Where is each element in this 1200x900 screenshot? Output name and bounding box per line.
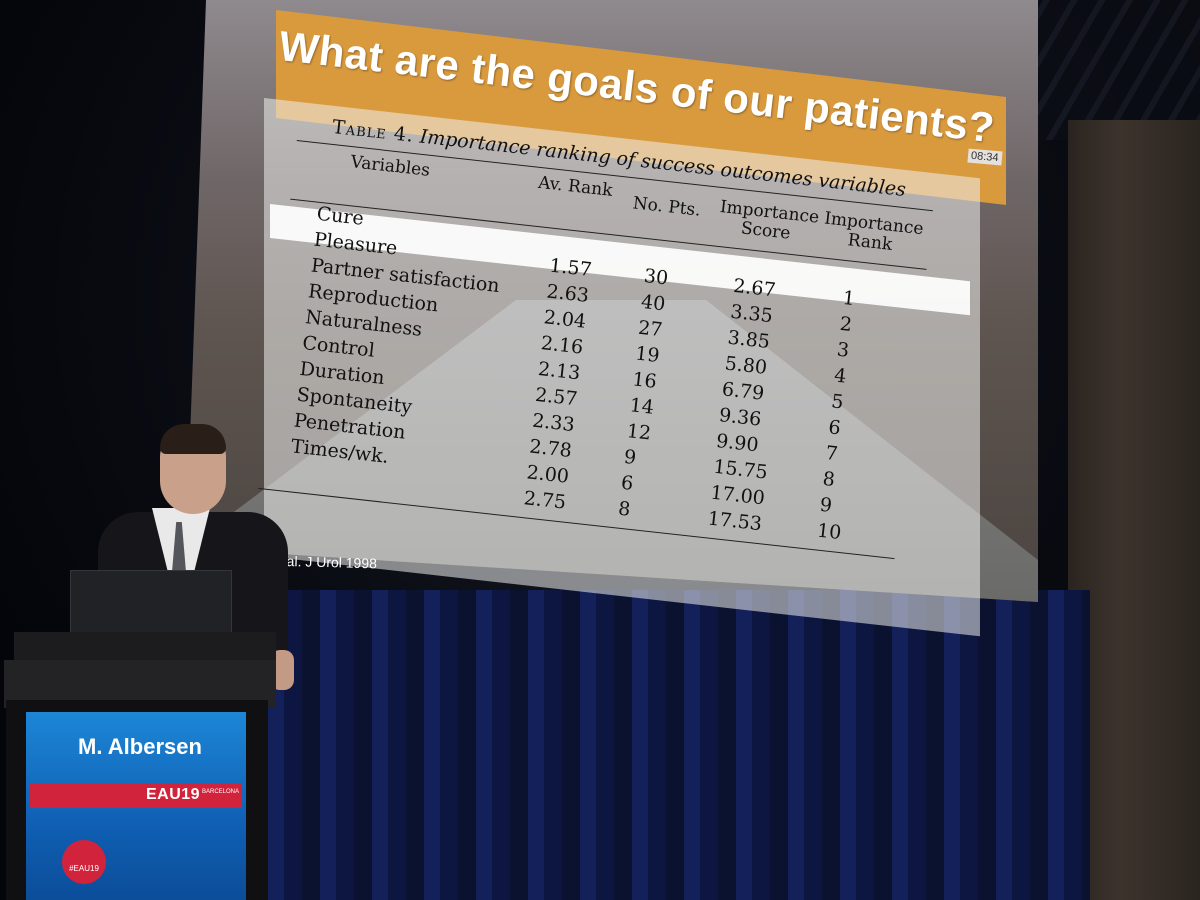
header-importance-score: Importance Score [718,196,821,244]
event-name: EAU19 [146,786,201,803]
event-city: BARCELONA [202,789,240,795]
table-cell-rank: 8 [821,467,837,492]
table-cell-rank: 5 [830,390,845,414]
table-cell-score: 3.85 [726,326,772,354]
table-cell-score: 6.79 [720,378,766,405]
table-cell-score: 17.00 [709,481,766,510]
table-cell-no-pts: 6 [619,471,635,495]
stage-curtain [250,590,1090,900]
table-cell-no-pts: 40 [639,290,667,316]
table-cell-score: 3.35 [729,300,774,328]
event-hashtag: #EAU19 [69,864,99,873]
side-wall [1068,120,1200,900]
table-cell-score: 5.80 [723,352,769,379]
table-cell-no-pts: 16 [631,368,658,393]
table-cell-rank: 7 [824,442,839,466]
twitter-bird-icon [62,840,106,884]
header-importance-rank: Importance Rank [823,208,925,255]
slide-timer: 08:34 [967,148,1003,166]
table-cell-rank: 3 [835,338,851,362]
table-cell-no-pts: 14 [628,394,655,419]
header-no-pts: No. Pts. [631,193,702,221]
table-cell-no-pts: 19 [634,342,661,368]
table-cell-av-rank: 2.33 [531,409,576,437]
table-cell-rank: 6 [827,416,842,440]
table-cell-score: 9.36 [717,404,763,431]
table-cell-variable: Cure [315,202,365,230]
table-cell-no-pts: 9 [622,445,638,470]
table-cell-av-rank: 2.13 [536,357,582,385]
table-cell-no-pts: 8 [617,497,632,521]
table-cell-av-rank: 2.75 [522,487,568,514]
table-cell-rank: 2 [838,312,854,336]
header-av-rank: Av. Rank [537,172,614,201]
speaker-hair [160,424,226,454]
table-cell-rank: 1 [841,286,857,311]
table-cell-av-rank: 2.78 [528,435,573,462]
header-variables: Variables [349,152,431,181]
table-cell-av-rank: 2.04 [542,306,588,333]
table-cell-av-rank: 2.57 [534,383,579,411]
table-cell-rank: 10 [815,519,843,545]
table-cell-av-rank: 2.63 [545,280,590,307]
table-cell-no-pts: 27 [637,316,664,342]
table-cell-no-pts: 12 [625,420,653,445]
speaker-tie [172,522,186,572]
table-cell-score: 9.90 [715,429,760,457]
table-cell-no-pts: 30 [642,265,670,290]
sign-red-band [30,784,242,808]
laptop [70,570,232,634]
speaker-name: M. Albersen [78,734,202,759]
table-cell-av-rank: 1.57 [548,254,593,282]
table-cell-score: 2.67 [732,274,777,302]
table-cell-rank: 4 [833,364,848,388]
importance-table: Table 4. Importance ranking of success o… [238,110,936,560]
table-cell-av-rank: 2.16 [539,332,585,359]
table-cell-score: 15.75 [712,455,769,484]
table-cell-score: 17.53 [706,507,764,536]
table-cell-av-rank: 2.00 [525,461,571,488]
table-cell-rank: 9 [818,493,834,517]
